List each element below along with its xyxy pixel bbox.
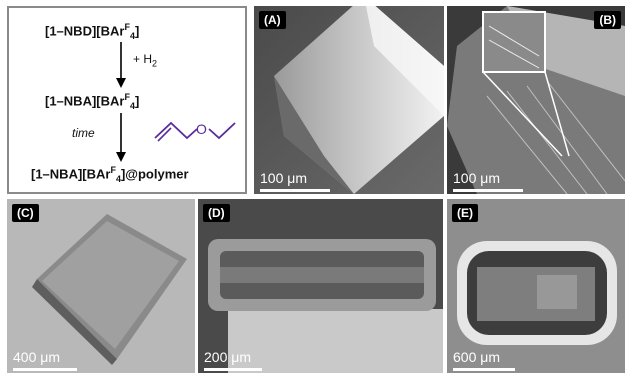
oxygen-atom: O xyxy=(196,121,207,137)
sem-panel-b: (B) 100 μm xyxy=(447,6,625,194)
panel-label-b: (B) xyxy=(594,11,621,29)
scale-bar-d xyxy=(204,368,262,371)
scale-text-d: 200 μm xyxy=(204,349,251,365)
scale-text-c: 400 μm xyxy=(13,349,60,365)
scale-text-a: 100 μm xyxy=(260,170,307,186)
panel-label-e: (E) xyxy=(452,204,478,222)
reaction-scheme: [1–NBD][BArF4] + H2 [1–NBA][BArF4] time … xyxy=(7,6,247,194)
sem-image-d xyxy=(198,199,443,373)
sem-image-c xyxy=(7,199,195,373)
scale-text-b: 100 μm xyxy=(453,170,500,186)
sem-panel-d: (D) 200 μm xyxy=(198,199,443,373)
scale-text-e: 600 μm xyxy=(453,349,500,365)
scale-bar-a xyxy=(260,189,330,192)
scheme-arrows xyxy=(116,42,236,162)
vinyl-ether-structure xyxy=(154,121,198,140)
scale-bar-e xyxy=(453,368,515,371)
scheme-line-nba: [1–NBA][BArF4] xyxy=(45,92,140,111)
panel-label-a: (A) xyxy=(259,11,286,29)
scale-bar-b xyxy=(453,189,523,192)
scale-bar-c xyxy=(13,368,77,371)
scheme-line-polymer: [1–NBA][BArF4]@polymer xyxy=(31,165,189,184)
sem-panel-c: (C) 400 μm xyxy=(7,199,195,373)
h2-condition: + H2 xyxy=(133,52,158,69)
sem-image-b xyxy=(447,6,625,194)
sem-panel-e: (E) 600 μm xyxy=(447,199,625,373)
panel-label-d: (D) xyxy=(203,204,230,222)
sem-panel-a: (A) 100 μm xyxy=(254,6,444,194)
time-condition: time xyxy=(72,126,95,140)
panel-label-c: (C) xyxy=(12,204,39,222)
sem-image-e xyxy=(447,199,625,373)
sem-image-a xyxy=(254,6,444,194)
scheme-line-nbd: [1–NBD][BArF4] xyxy=(45,22,140,41)
